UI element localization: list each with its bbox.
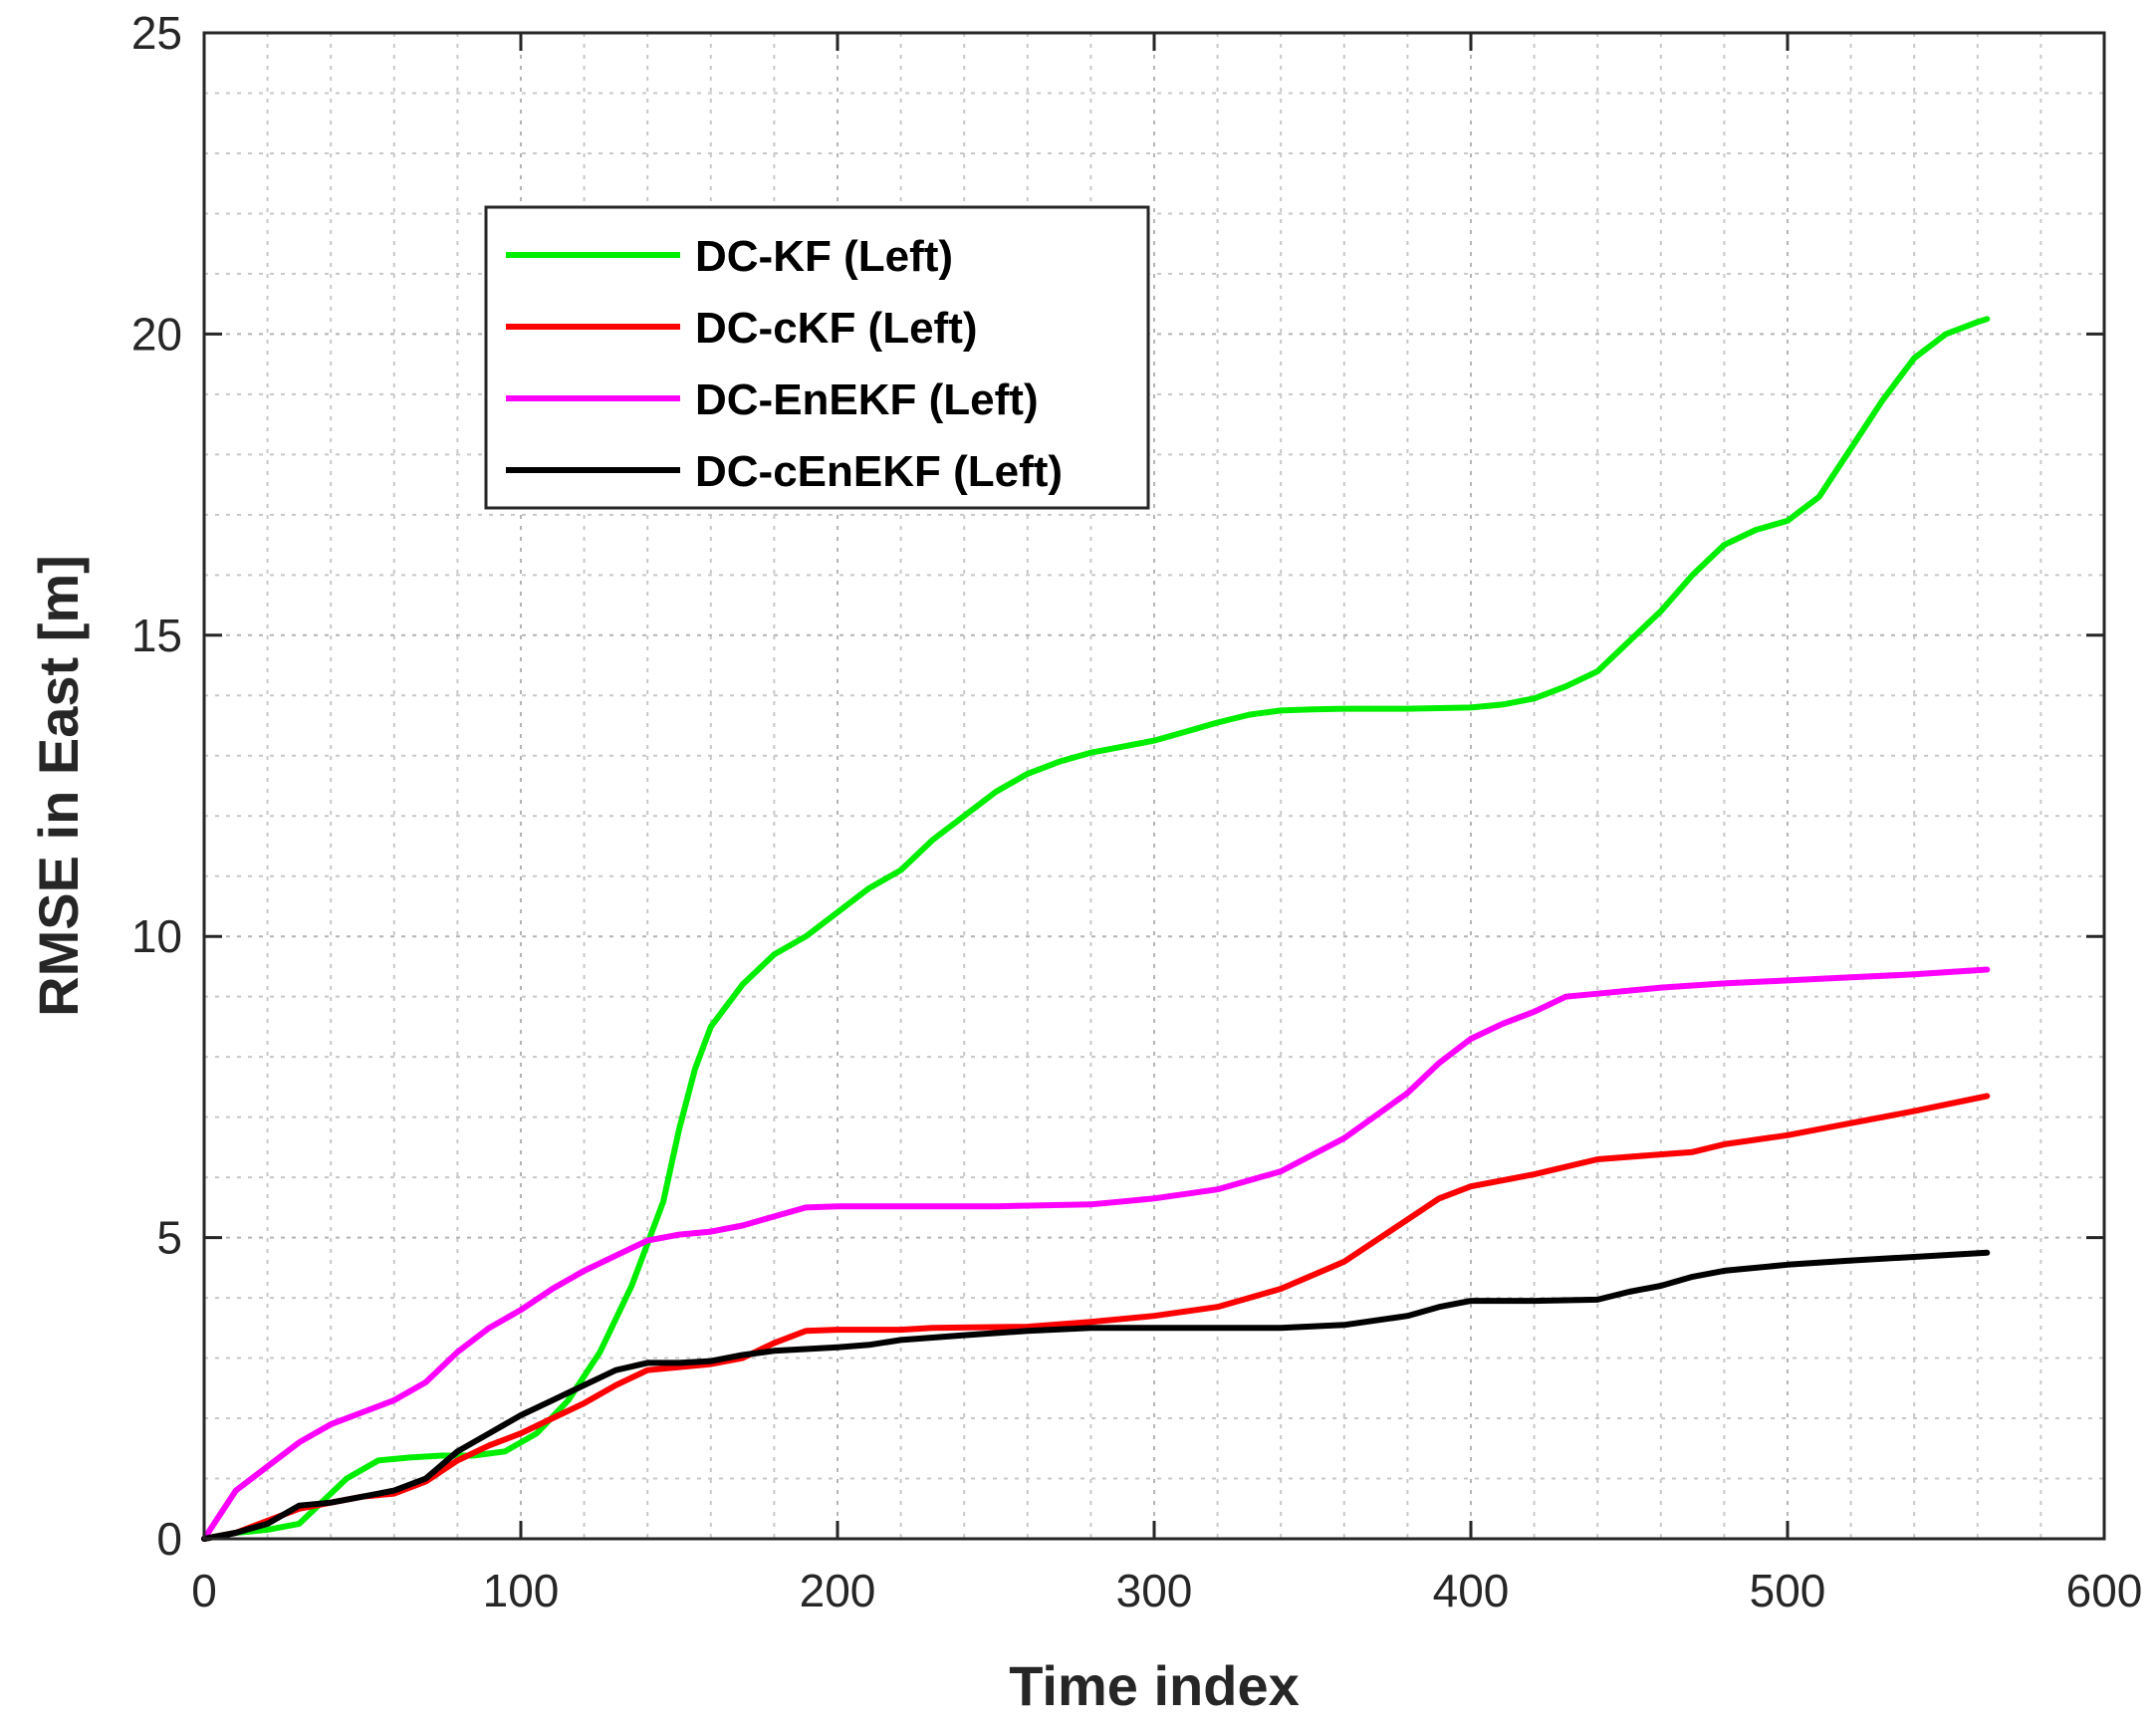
y-tick-label: 10 — [131, 910, 182, 962]
series-line-4 — [201, 1249, 1991, 1542]
y-axis-label: RMSE in East [m] — [27, 555, 90, 1017]
x-axis-label: Time index — [1009, 1654, 1300, 1717]
x-tick-label: 300 — [1116, 1565, 1193, 1616]
y-tick-label: 5 — [156, 1212, 182, 1264]
x-tick-label: 500 — [1750, 1565, 1826, 1616]
series-line-1 — [201, 316, 1991, 1542]
x-tick-label: 200 — [800, 1565, 876, 1616]
legend-label-4: DC-cEnEKF (Left) — [695, 447, 1063, 496]
y-tick-label: 15 — [131, 610, 182, 661]
legend: DC-KF (Left) DC-cKF (Left) DC-EnEKF (Left)… — [484, 205, 1150, 510]
y-tick-label: 25 — [131, 7, 182, 59]
x-tick-label: 400 — [1433, 1565, 1510, 1616]
legend-label-3: DC-EnEKF (Left) — [695, 375, 1039, 424]
axis-ticks: 0 100 200 300 400 500 600 0 5 10 15 20 25 — [131, 7, 2143, 1616]
x-tick-label: 600 — [2066, 1565, 2143, 1616]
series-lines — [201, 316, 1991, 1542]
series-line-3 — [201, 966, 1991, 1542]
x-tick-label: 0 — [191, 1565, 217, 1616]
legend-label-1: DC-KF (Left) — [695, 232, 953, 281]
y-tick-label: 0 — [156, 1513, 182, 1565]
y-tick-label: 20 — [131, 308, 182, 360]
legend-label-2: DC-cKF (Left) — [695, 304, 978, 353]
x-tick-label: 100 — [483, 1565, 560, 1616]
